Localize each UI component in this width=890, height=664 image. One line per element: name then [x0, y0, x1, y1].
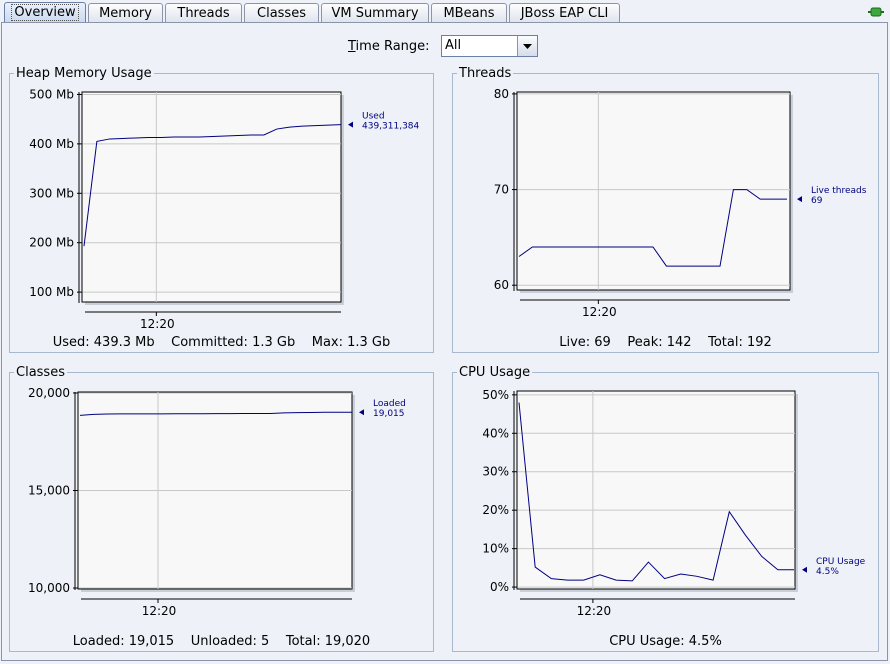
y-tick-label: 80 [494, 87, 509, 101]
y-tick-label: 200 Mb [29, 236, 74, 250]
y-tick-label: 500 Mb [29, 87, 74, 101]
cpu-usage-panel: CPU Usage 50% 40% 30% 20% 10% 0% 12:20 CPU Usag… [452, 365, 879, 652]
series-line [518, 402, 794, 582]
tab-label: Classes [257, 6, 306, 21]
y-tick-label: 100 Mb [29, 285, 74, 299]
series-name-label: Loaded [373, 399, 406, 409]
threads-peak-text: Peak: 142 [627, 335, 692, 350]
series-name-label: CPU Usage [816, 557, 866, 567]
threads-summary: Live: 69 Peak: 142 Total: 192 [453, 335, 878, 350]
tab-label: MBeans [443, 6, 495, 21]
heap-memory-summary: Used: 439.3 Mb Committed: 1.3 Gb Max: 1.… [10, 335, 433, 350]
heap-memory-title: Heap Memory Usage [14, 66, 154, 81]
chevron-down-icon [523, 44, 532, 49]
series-value-label: 19,015 [373, 409, 405, 419]
classes-summary: Loaded: 19,015 Unloaded: 5 Total: 19,020 [10, 634, 433, 649]
series-value-label: 4.5% [816, 567, 839, 577]
classes-loaded-text: Loaded: 19,015 [72, 634, 175, 649]
tab-label: VM Summary [331, 6, 419, 21]
heap-used-text: Used: 439.3 Mb [52, 335, 155, 350]
y-tick-label: 0% [490, 580, 509, 594]
time-range-value: All [445, 38, 462, 53]
series-value-label: 439,311,384 [362, 122, 420, 132]
y-tick-label: 300 Mb [29, 186, 74, 200]
threads-panel: Threads 80 70 60 12:20 Live threads 69 Live: … [452, 66, 879, 353]
plot-area [516, 91, 791, 291]
x-tick-label: 12:20 [142, 604, 177, 618]
plot-area [516, 390, 796, 590]
threads-live-text: Live: 69 [559, 335, 611, 350]
classes-total-text: Total: 19,020 [285, 634, 371, 649]
heap-committed-text: Committed: 1.3 Gb [171, 335, 296, 350]
tab-label: Overview [11, 4, 79, 21]
y-tick-label: 50% [482, 388, 509, 402]
y-tick-label: 15,000 [28, 484, 70, 498]
cpu-usage-summary: CPU Usage: 4.5% [453, 634, 878, 649]
heap-max-text: Max: 1.3 Gb [311, 335, 391, 350]
x-tick-label: 12:20 [582, 305, 617, 319]
y-tick-label: 40% [482, 426, 509, 440]
classes-title: Classes [14, 365, 67, 380]
series-line [83, 124, 342, 247]
tab-classes[interactable]: Classes [244, 3, 319, 22]
y-tick-label: 10,000 [28, 581, 70, 595]
time-range-label: Time Range: [348, 39, 430, 54]
series-marker [797, 196, 802, 203]
cpu-usage-title: CPU Usage [457, 365, 533, 380]
y-tick-label: 20,000 [28, 386, 70, 400]
tab-threads[interactable]: Threads [165, 3, 242, 22]
classes-panel: Classes 20,000 15,000 10,000 12:20 Loaded 19,… [9, 365, 434, 652]
tab-label: Memory [99, 6, 152, 21]
x-tick-label: 12:20 [577, 604, 612, 618]
y-tick-label: 400 Mb [29, 137, 74, 151]
cpu-usage-text: CPU Usage: 4.5% [609, 634, 722, 649]
threads-total-text: Total: 192 [708, 335, 772, 350]
tab-mbeans[interactable]: MBeans [431, 3, 507, 22]
y-tick-label: 10% [482, 542, 509, 556]
plot-area [81, 91, 342, 303]
y-tick-label: 30% [482, 465, 509, 479]
series-marker [802, 566, 807, 573]
y-tick-label: 70 [494, 183, 509, 197]
y-tick-label: 60 [494, 278, 509, 292]
tab-jboss-eap-cli[interactable]: JBoss EAP CLI [509, 3, 620, 22]
tab-bar: Overview Memory Threads Classes VM Summa… [0, 0, 890, 24]
tab-label: Threads [177, 6, 230, 21]
series-marker [359, 409, 364, 416]
heap-memory-chart[interactable]: 500 Mb 400 Mb 300 Mb 200 Mb 100 Mb 12:20 Used4… [10, 82, 433, 332]
tab-overview[interactable]: Overview [4, 2, 86, 23]
plug-connected-icon [868, 7, 884, 17]
series-line [518, 189, 787, 267]
tab-label: JBoss EAP CLI [520, 6, 609, 21]
time-range-select[interactable]: All [441, 35, 538, 57]
tab-vm-summary[interactable]: VM Summary [321, 3, 429, 22]
series-line [79, 411, 352, 416]
x-tick-label: 12:20 [140, 317, 175, 331]
time-range-dropdown-button[interactable] [517, 36, 537, 56]
series-name-label: Used [362, 112, 385, 122]
series-marker [348, 121, 353, 128]
series-name-label: Live threads [811, 186, 867, 196]
classes-unloaded-text: Unloaded: 5 [190, 634, 270, 649]
series-value-label: 69 [811, 196, 823, 206]
threads-title: Threads [457, 66, 514, 81]
tab-memory[interactable]: Memory [88, 3, 163, 22]
y-tick-label: 20% [482, 503, 509, 517]
heap-memory-panel: Heap Memory Usage 500 Mb 400 Mb 300 Mb 200 … [9, 66, 434, 353]
